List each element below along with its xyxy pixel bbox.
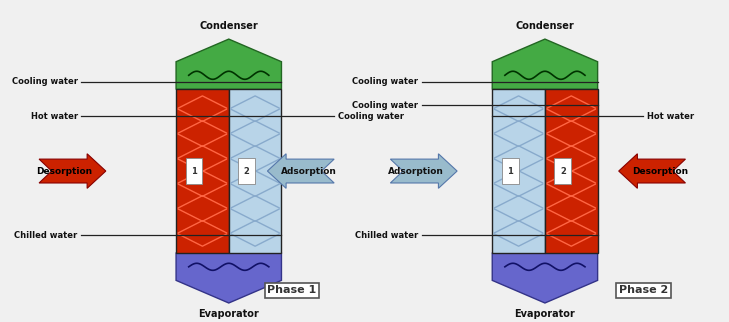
Bar (186, 158, 203, 184)
Polygon shape (176, 253, 281, 303)
Text: Evaporator: Evaporator (515, 309, 575, 319)
Text: Chilled water: Chilled water (355, 231, 418, 240)
Text: Cooling water: Cooling water (12, 77, 78, 86)
Polygon shape (39, 154, 106, 188)
Text: 1: 1 (191, 166, 197, 175)
Polygon shape (492, 253, 598, 303)
Text: Phase 2: Phase 2 (619, 285, 668, 296)
Text: Hot water: Hot water (647, 111, 694, 120)
Text: Adsorption: Adsorption (388, 166, 444, 175)
Text: Condenser: Condenser (515, 21, 574, 31)
Bar (238, 158, 255, 184)
Text: Desorption: Desorption (632, 166, 688, 175)
Bar (502, 158, 518, 184)
Bar (555, 158, 572, 184)
Bar (229, 90, 281, 253)
Polygon shape (268, 154, 334, 188)
Text: 2: 2 (243, 166, 249, 175)
Bar (492, 90, 545, 253)
Text: Cooling water: Cooling water (338, 111, 404, 120)
Text: Chilled water: Chilled water (15, 231, 78, 240)
Text: Evaporator: Evaporator (198, 309, 259, 319)
Polygon shape (390, 154, 457, 188)
Text: Cooling water: Cooling water (352, 77, 418, 86)
Polygon shape (619, 154, 685, 188)
Bar (176, 90, 229, 253)
Bar (545, 90, 598, 253)
Text: 2: 2 (560, 166, 566, 175)
Text: 1: 1 (507, 166, 513, 175)
Text: Phase 1: Phase 1 (268, 285, 316, 296)
Text: Hot water: Hot water (31, 111, 78, 120)
Text: Adsorption: Adsorption (281, 166, 337, 175)
Text: Cooling water: Cooling water (352, 100, 418, 109)
Polygon shape (176, 39, 281, 90)
Text: Desorption: Desorption (36, 166, 93, 175)
Polygon shape (492, 39, 598, 90)
Text: Condenser: Condenser (200, 21, 258, 31)
